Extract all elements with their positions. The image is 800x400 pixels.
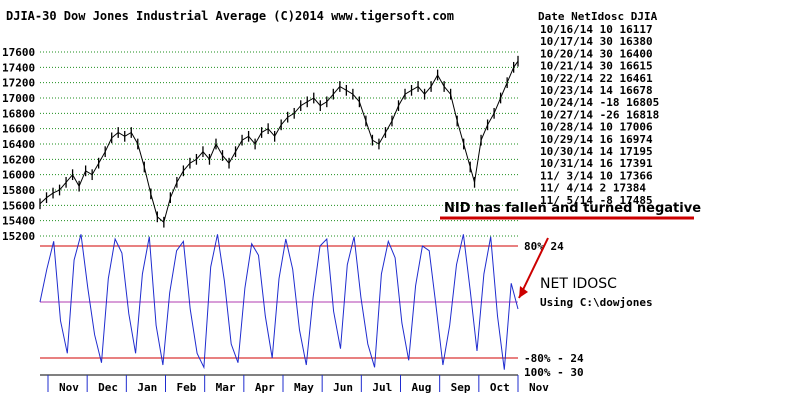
month-label: Jun [333,381,353,394]
month-label: Apr [255,381,275,394]
price-tick-label: 16200 [2,153,35,166]
table-row: 10/31/14 16 17391 [540,157,653,170]
arrow-head [519,286,528,298]
chart-title: DJIA-30 Dow Jones Industrial Average (C)… [6,9,454,23]
price-tick-label: 16800 [2,107,35,120]
price-line [39,60,519,224]
table-row: 10/21/14 30 16615 [540,60,653,73]
price-tick-label: 17200 [2,77,35,90]
table-row: 10/28/14 10 17006 [540,121,653,134]
month-label: Sep [451,381,471,394]
price-tick-label: 16000 [2,169,35,182]
oscillator-level-label: 100% - 30 [524,366,584,379]
price-tick-label: 17000 [2,92,35,105]
table-row: 11/ 4/14 2 17384 [540,182,646,195]
table-row: 11/ 3/14 10 17366 [540,169,653,182]
oscillator-line [39,234,519,370]
month-tick-marks [47,375,519,392]
table-row: 10/29/14 16 16974 [540,133,653,146]
month-label: Aug [412,381,432,394]
month-label: Jan [137,381,157,394]
month-label: May [294,381,314,394]
month-label: Feb [177,381,197,394]
table-header: Date NetIdosc DJIA [538,10,658,23]
month-label: Nov [529,381,549,394]
oscillator-levels [40,245,518,359]
annotation-arrow [518,237,549,299]
oscillator-source: Using C:\dowjones [540,296,653,309]
annotation-text: NID has fallen and turned negative [444,201,701,216]
table-row: 10/20/14 30 16400 [540,47,653,60]
price-series [39,55,519,228]
price-tick-labels: 17600 17400 17200 17000 16800 16600 16400 16200… [2,46,35,243]
price-tick-label: 15200 [2,230,35,243]
price-tick-label: 15400 [2,215,35,228]
table-row: 10/24/14 -18 16805 [540,96,659,109]
month-label: Dec [98,381,118,394]
month-label: Mar [216,381,236,394]
table-row: 10/23/14 14 16678 [540,84,653,97]
price-tick-label: 15600 [2,199,35,212]
oscillator-series [39,234,519,370]
table-row: 11/ 5/14 -8 17485 [540,194,653,207]
price-tick-label: 16600 [2,123,35,136]
price-tick-label: 17600 [2,46,35,59]
table-row: 10/30/14 14 17195 [540,145,653,158]
oscillator-level-label: -80% - 24 [524,352,584,365]
table-row: 10/16/14 10 16117 [540,23,653,36]
month-label: Oct [490,381,510,394]
table-row: 10/22/14 22 16461 [540,72,653,85]
price-tick-label: 17400 [2,61,35,74]
price-tick-label: 15800 [2,184,35,197]
table-row: 10/27/14 -26 16818 [540,108,659,121]
table-row: 10/17/14 30 16380 [540,35,653,48]
month-labels: Nov Dec Jan Feb Mar Apr May Jun Jul Aug Sep Oct Nov [59,381,549,394]
month-label: Jul [372,381,392,394]
month-label: Nov [59,381,79,394]
price-tick-label: 16400 [2,138,35,151]
oscillator-name: NET IDOSC [540,276,617,292]
